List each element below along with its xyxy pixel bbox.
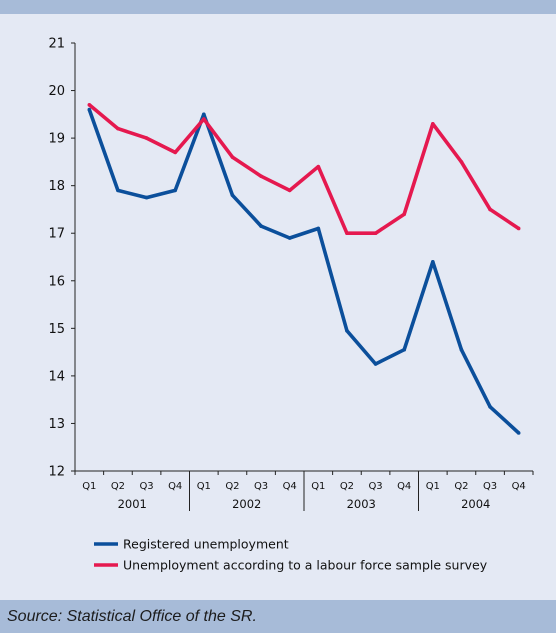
y-tick-label: 14 (48, 369, 65, 384)
y-tick-label: 17 (48, 227, 65, 242)
data-point (516, 431, 521, 435)
y-tick-label: 13 (48, 417, 65, 432)
x-tick-label: Q3 (368, 481, 382, 492)
header-bar (0, 0, 556, 14)
data-point (287, 188, 292, 193)
data-point (259, 174, 263, 178)
x-tick-label: Q4 (283, 481, 297, 492)
year-label: 2001 (118, 497, 147, 511)
x-tick-label: Q3 (139, 481, 153, 492)
x-tick-label: Q4 (512, 481, 526, 492)
chart-legend: Registered unemployment Unemployment acco… (94, 537, 488, 573)
x-tick-label: Q2 (340, 481, 354, 492)
data-point (488, 405, 492, 409)
legend-label: Registered unemployment (123, 537, 289, 552)
y-tick-label: 12 (48, 465, 65, 480)
y-tick-label: 20 (48, 84, 65, 99)
data-point (116, 126, 120, 131)
data-point (459, 347, 464, 352)
x-tick-label: Q1 (426, 481, 440, 492)
data-point (173, 188, 177, 193)
x-tick-label: Q2 (454, 481, 468, 492)
data-point (230, 193, 235, 197)
chart-axes: 12 13 14 15 16 17 18 19 20 21 Q1 Q2 Q3 Q4 Q1 Q2 Q3 Q4 Q1 Q2… (48, 37, 534, 511)
x-tick-label: Q3 (483, 481, 497, 492)
data-point (373, 231, 378, 236)
legend-label: Unemployment according to a labour force… (123, 558, 488, 573)
y-tick-label: 15 (48, 322, 65, 337)
x-tick-label: Q3 (254, 481, 268, 492)
data-point (373, 362, 378, 366)
data-point (516, 226, 521, 231)
x-tick-label: Q2 (111, 481, 125, 492)
x-tick-label: Q4 (397, 481, 411, 492)
y-tick-label: 19 (48, 132, 65, 147)
data-point (144, 136, 149, 140)
series-line-1 (87, 108, 520, 435)
data-point (316, 226, 321, 231)
data-point (402, 347, 406, 352)
chart-series (87, 103, 521, 435)
y-tick-label: 18 (48, 179, 65, 194)
y-tick-label: 16 (48, 274, 65, 289)
data-point (345, 328, 349, 333)
line-chart: 12 13 14 15 16 17 18 19 20 21 Q1 Q2 Q3 Q4 Q1 Q2 Q3 Q4 Q1 Q2… (48, 37, 534, 573)
data-point (287, 236, 292, 240)
data-point (144, 195, 149, 200)
data-point (87, 103, 92, 107)
data-point (202, 112, 206, 117)
year-label: 2004 (461, 497, 490, 511)
x-tick-label: Q4 (168, 481, 182, 492)
series-line-2 (88, 103, 520, 235)
x-tick-label: Q1 (82, 481, 96, 492)
data-point (173, 150, 177, 155)
x-tick-label: Q1 (197, 481, 211, 492)
data-point (459, 160, 464, 164)
x-tick-label: Q1 (311, 481, 325, 492)
data-point (230, 155, 235, 159)
source-note: Source: Statistical Office of the SR. (7, 608, 257, 625)
data-point (87, 107, 92, 112)
data-point (345, 231, 349, 236)
year-label: 2002 (232, 497, 261, 511)
source-bar (0, 600, 556, 633)
data-point (202, 117, 206, 121)
data-point (431, 259, 435, 264)
data-point (259, 224, 263, 228)
data-point (402, 212, 406, 216)
data-point (316, 164, 321, 169)
year-label: 2003 (347, 497, 376, 511)
data-point (116, 188, 120, 193)
data-point (488, 207, 492, 212)
y-tick-label: 21 (48, 37, 65, 52)
data-point (431, 122, 435, 126)
x-tick-label: Q2 (225, 481, 239, 492)
